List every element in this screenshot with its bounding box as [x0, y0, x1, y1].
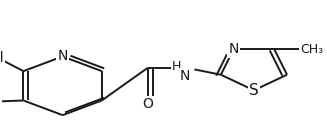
Text: Cl: Cl	[0, 51, 4, 65]
Text: H: H	[172, 60, 181, 73]
Text: S: S	[249, 83, 259, 98]
Text: N: N	[228, 42, 239, 56]
Text: N: N	[58, 49, 68, 63]
Text: CH₃: CH₃	[301, 43, 324, 56]
Text: Cl: Cl	[0, 95, 1, 109]
Text: O: O	[142, 97, 153, 111]
Text: N: N	[179, 69, 190, 83]
